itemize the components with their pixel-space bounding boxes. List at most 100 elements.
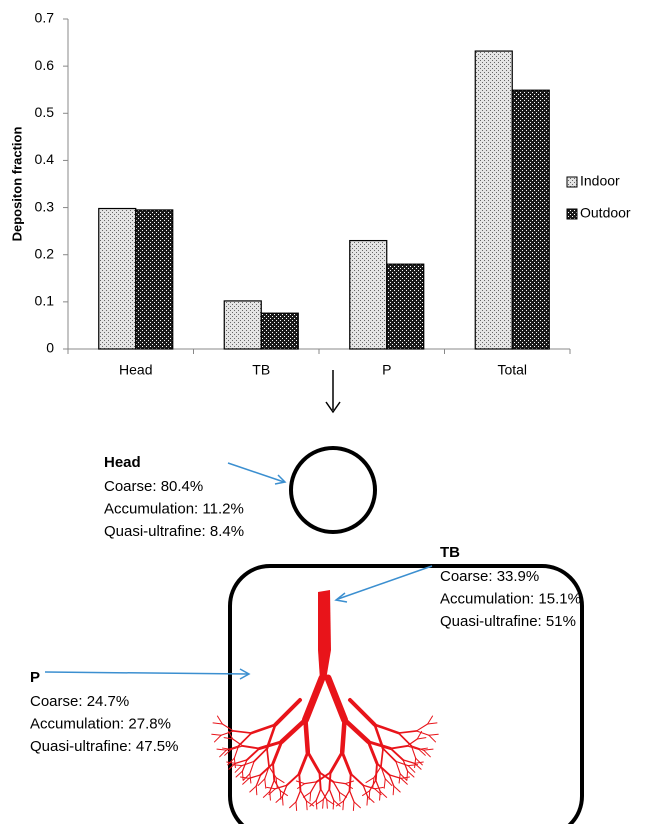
airway <box>331 752 343 772</box>
airway <box>329 772 330 789</box>
airway <box>381 749 383 767</box>
airway <box>296 802 297 811</box>
airway <box>234 758 235 767</box>
bar <box>387 264 424 349</box>
region-title: P <box>30 669 40 686</box>
airway <box>308 752 320 772</box>
airway <box>239 733 252 746</box>
airway <box>415 758 416 767</box>
airway <box>345 720 369 742</box>
airway <box>280 791 281 800</box>
airway <box>366 778 374 783</box>
airway <box>243 774 250 781</box>
region-line: Coarse: 33.9% <box>440 568 539 585</box>
airway <box>217 716 222 724</box>
airway <box>282 720 306 742</box>
airway <box>342 752 351 774</box>
airway <box>376 763 377 780</box>
airway <box>276 796 282 802</box>
airway <box>329 789 333 800</box>
airway <box>235 766 242 773</box>
region-line: Coarse: 24.7% <box>30 693 129 710</box>
airway <box>350 700 375 725</box>
airway <box>342 720 344 752</box>
y-tick-label: 0 <box>46 340 54 356</box>
region-title: TB <box>440 544 460 561</box>
airway <box>400 774 407 781</box>
airway <box>394 786 400 792</box>
region-title: Head <box>104 454 141 471</box>
region-line: Quasi-ultrafine: 47.5% <box>30 738 178 755</box>
airway <box>276 778 284 783</box>
chart: Depositon fraction 00.10.20.30.40.50.60.… <box>9 10 630 378</box>
airway <box>310 792 311 801</box>
x-tick-label: P <box>382 362 391 378</box>
airway <box>232 765 241 766</box>
y-tick-label: 0.6 <box>35 57 55 73</box>
airway <box>415 762 424 763</box>
airway <box>350 774 351 791</box>
bar <box>350 241 387 349</box>
region-line: Accumulation: 11.2% <box>104 500 244 517</box>
x-tick-label: Head <box>119 362 152 378</box>
airway <box>265 779 266 788</box>
airway <box>339 792 340 801</box>
airway <box>408 771 414 777</box>
airway <box>236 771 242 777</box>
airway <box>343 801 344 810</box>
trachea <box>318 590 331 680</box>
head <box>291 448 375 532</box>
airway <box>303 792 310 797</box>
airway <box>296 791 300 802</box>
figure: Depositon fraction 00.10.20.30.40.50.60.… <box>0 0 670 824</box>
airway <box>384 779 385 788</box>
airway <box>328 678 345 720</box>
airway <box>375 787 384 788</box>
bar <box>512 90 549 349</box>
legend-swatch <box>567 177 577 187</box>
airway <box>306 801 307 810</box>
airway <box>373 778 374 787</box>
airway <box>220 750 227 757</box>
airway <box>287 774 299 785</box>
bar <box>475 51 512 349</box>
airway <box>333 782 345 784</box>
airway <box>399 733 412 746</box>
airway <box>428 723 437 724</box>
y-tick-label: 0.7 <box>35 10 55 26</box>
x-tick-label: TB <box>252 362 270 378</box>
airway <box>305 782 317 784</box>
arrow <box>338 566 432 599</box>
legend-label: Indoor <box>580 173 620 189</box>
y-tick-label: 0.4 <box>35 151 55 167</box>
airway <box>243 746 260 749</box>
airway <box>399 774 400 783</box>
airway <box>424 750 431 757</box>
airway <box>399 731 417 733</box>
airway <box>407 771 408 780</box>
bar <box>99 209 136 349</box>
airway <box>256 786 257 795</box>
bar <box>224 301 261 349</box>
region-line: Quasi-ultrafine: 51% <box>440 613 576 630</box>
airway <box>408 766 415 773</box>
bar <box>136 210 173 349</box>
airway <box>429 735 436 742</box>
y-tick-label: 0.2 <box>35 245 55 261</box>
airway <box>299 752 308 774</box>
x-tick-label: Total <box>497 362 527 378</box>
airway <box>367 796 368 805</box>
airway <box>333 800 334 809</box>
airway <box>350 791 354 802</box>
legend-swatch <box>567 209 577 219</box>
airway <box>212 734 221 735</box>
y-axis-label: Depositon fraction <box>9 127 24 242</box>
region-line: Quasi-ultrafine: 8.4% <box>104 523 244 540</box>
airway <box>417 731 429 735</box>
region-line: Accumulation: 15.1% <box>440 590 581 607</box>
airway <box>275 700 300 725</box>
airway <box>250 786 256 792</box>
airway <box>417 724 428 731</box>
airway <box>408 765 417 766</box>
